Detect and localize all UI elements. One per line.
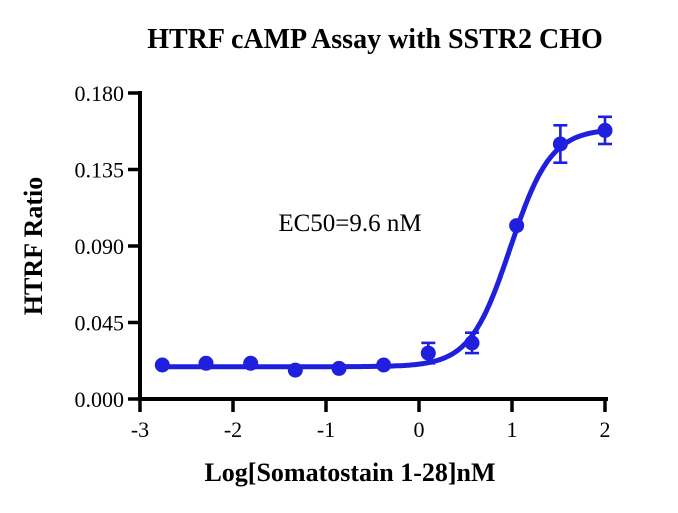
y-tick-label: 0.045	[75, 311, 125, 336]
data-point	[287, 362, 303, 378]
data-point	[420, 345, 436, 361]
x-tick-label: -2	[224, 417, 242, 442]
y-tick-label: 0.135	[75, 158, 125, 183]
series-layer	[154, 115, 613, 378]
y-tick-label: 0.000	[75, 387, 125, 412]
data-point	[243, 355, 259, 371]
x-axis-label: Log[Somatostain 1-28]nM	[204, 458, 495, 487]
data-point	[464, 335, 480, 351]
data-point	[376, 357, 392, 373]
data-point	[597, 122, 613, 138]
axes-layer: -3 -2 -1 0 1 2 0.000 0.045 0.090 0.135 0.180	[75, 81, 611, 442]
y-tick-label: 0.090	[75, 234, 125, 259]
x-tick-label: 0	[414, 417, 425, 442]
data-point	[552, 136, 568, 152]
x-tick-label: -1	[317, 417, 335, 442]
ec50-annotation: EC50=9.6 nM	[278, 210, 421, 237]
data-point	[509, 218, 525, 234]
x-tick-label: 1	[507, 417, 518, 442]
x-tick-label: -3	[131, 417, 149, 442]
fit-curve	[159, 128, 608, 370]
chart-title: HTRF cAMP Assay with SSTR2 CHO	[147, 24, 603, 55]
y-tick-label: 0.180	[75, 81, 125, 106]
x-tick-label: 2	[600, 417, 611, 442]
y-axis-label: HTRF Ratio	[19, 177, 48, 315]
data-point	[198, 355, 214, 371]
data-point	[331, 360, 347, 376]
data-point	[154, 357, 170, 373]
